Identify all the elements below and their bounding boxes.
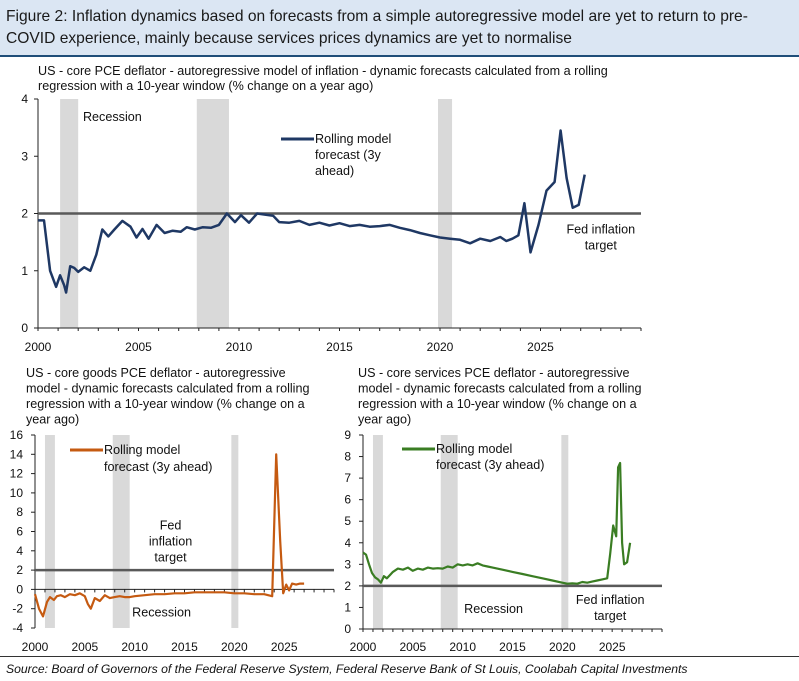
goods-x-tick-label: 2025 (271, 640, 298, 654)
pce-y-tick-label: 3 (21, 149, 28, 163)
pce-x-tick-label: 2015 (326, 340, 353, 354)
services-y-tick-label: 6 (345, 493, 351, 507)
chart-core-goods: US - core goods PCE deflator - autoregre… (10, 366, 335, 654)
services-y-tick-label: 9 (345, 428, 351, 442)
goods-title-line: US - core goods PCE deflator - autoregre… (26, 366, 286, 380)
goods-y-tick-label: -4 (12, 621, 23, 635)
goods-recession-band (231, 435, 239, 628)
goods-annotation: Fed (160, 519, 182, 533)
services-x-tick-label: 2015 (499, 640, 526, 654)
pce-legend-label: forecast (3y (315, 148, 381, 162)
services-annotation: Recession (464, 602, 523, 616)
goods-annotation: target (154, 551, 187, 565)
figure-title: Figure 2: Inflation dynamics based on fo… (6, 8, 748, 47)
services-y-tick-label: 7 (345, 471, 351, 485)
pce-annotation: target (585, 239, 618, 253)
goods-recession-band (44, 435, 55, 628)
footer-rule (0, 656, 799, 657)
services-y-tick-label: 2 (345, 579, 351, 593)
pce-x-tick-label: 2005 (125, 340, 152, 354)
goods-legend-label: Rolling model (104, 443, 180, 457)
goods-x-tick-label: 2010 (121, 640, 148, 654)
chart-core-services: US - core services PCE deflator - autore… (345, 366, 663, 654)
goods-title-line: regression with a 10-year window (% chan… (26, 397, 305, 411)
goods-x-tick-label: 2020 (221, 640, 248, 654)
figure-header: Figure 2: Inflation dynamics based on fo… (0, 0, 799, 55)
goods-y-tick-label: -2 (12, 602, 23, 616)
pce-series-line (38, 129, 586, 294)
services-x-tick-label: 2020 (549, 640, 576, 654)
pce-title-line: US - core PCE deflator - autoregressive … (38, 64, 608, 78)
goods-x-tick-label: 2015 (171, 640, 198, 654)
pce-annotation: Recession (83, 110, 142, 124)
services-y-tick-label: 3 (345, 557, 351, 571)
goods-y-tick-label: 16 (10, 428, 24, 442)
goods-series-line (33, 453, 305, 618)
pce-x-tick-label: 2010 (226, 340, 253, 354)
goods-x-tick-label: 2000 (22, 640, 49, 654)
pce-y-tick-label: 1 (21, 264, 28, 278)
services-recession-band (561, 435, 569, 629)
pce-x-tick-label: 2020 (427, 340, 454, 354)
pce-legend-label: ahead) (315, 164, 354, 178)
services-title-line: year ago) (358, 413, 411, 427)
services-y-tick-label: 1 (345, 600, 351, 614)
services-y-tick-label: 8 (345, 450, 351, 464)
goods-annotation: Recession (132, 605, 191, 619)
goods-y-tick-label: 0 (16, 582, 23, 596)
pce-annotation: Fed inflation (566, 223, 635, 237)
services-x-tick-label: 2025 (599, 640, 626, 654)
services-x-tick-label: 2010 (449, 640, 476, 654)
pce-title-line: regression with a 10-year window (% chan… (38, 79, 373, 93)
services-legend-label: forecast (3y ahead) (436, 458, 545, 472)
goods-y-tick-label: 8 (16, 505, 23, 519)
services-title-line: model - dynamic forecasts calculated fro… (358, 382, 641, 396)
goods-recession-band (112, 435, 130, 628)
services-recession-band (440, 435, 458, 629)
chart-core-pce: US - core PCE deflator - autoregressive … (21, 64, 642, 354)
services-x-tick-label: 2005 (399, 640, 426, 654)
pce-x-tick-label: 2025 (527, 340, 554, 354)
goods-y-tick-label: 14 (10, 447, 24, 461)
goods-annotation: inflation (149, 535, 192, 549)
goods-title-line: model - dynamic forecasts calculated fro… (26, 382, 309, 396)
services-series-line (362, 461, 632, 585)
pce-x-tick-label: 2000 (25, 340, 52, 354)
goods-y-tick-label: 4 (16, 544, 23, 558)
goods-title-line: year ago) (26, 413, 79, 427)
services-y-tick-label: 4 (345, 536, 351, 550)
goods-legend-label: forecast (3y ahead) (104, 460, 213, 474)
pce-legend-label: Rolling model (315, 132, 391, 146)
goods-y-tick-label: 12 (10, 467, 24, 481)
pce-y-tick-label: 0 (21, 321, 28, 335)
services-annotation: Fed inflation (576, 593, 645, 607)
goods-y-tick-label: 10 (10, 486, 24, 500)
services-title-line: regression with a 10-year window (% chan… (358, 397, 637, 411)
services-y-tick-label: 0 (345, 622, 351, 636)
services-x-tick-label: 2000 (350, 640, 377, 654)
services-y-tick-label: 5 (345, 514, 351, 528)
services-recession-band (372, 435, 383, 629)
goods-y-tick-label: 6 (16, 525, 23, 539)
pce-y-tick-label: 4 (21, 92, 28, 106)
services-annotation: target (594, 609, 627, 623)
source-note: Source: Board of Governors of the Federa… (6, 662, 688, 676)
services-legend-label: Rolling model (436, 442, 512, 456)
goods-y-tick-label: 2 (16, 563, 23, 577)
goods-x-tick-label: 2005 (71, 640, 98, 654)
services-title-line: US - core services PCE deflator - autore… (358, 366, 630, 380)
header-rule (0, 55, 799, 57)
pce-y-tick-label: 2 (21, 207, 28, 221)
